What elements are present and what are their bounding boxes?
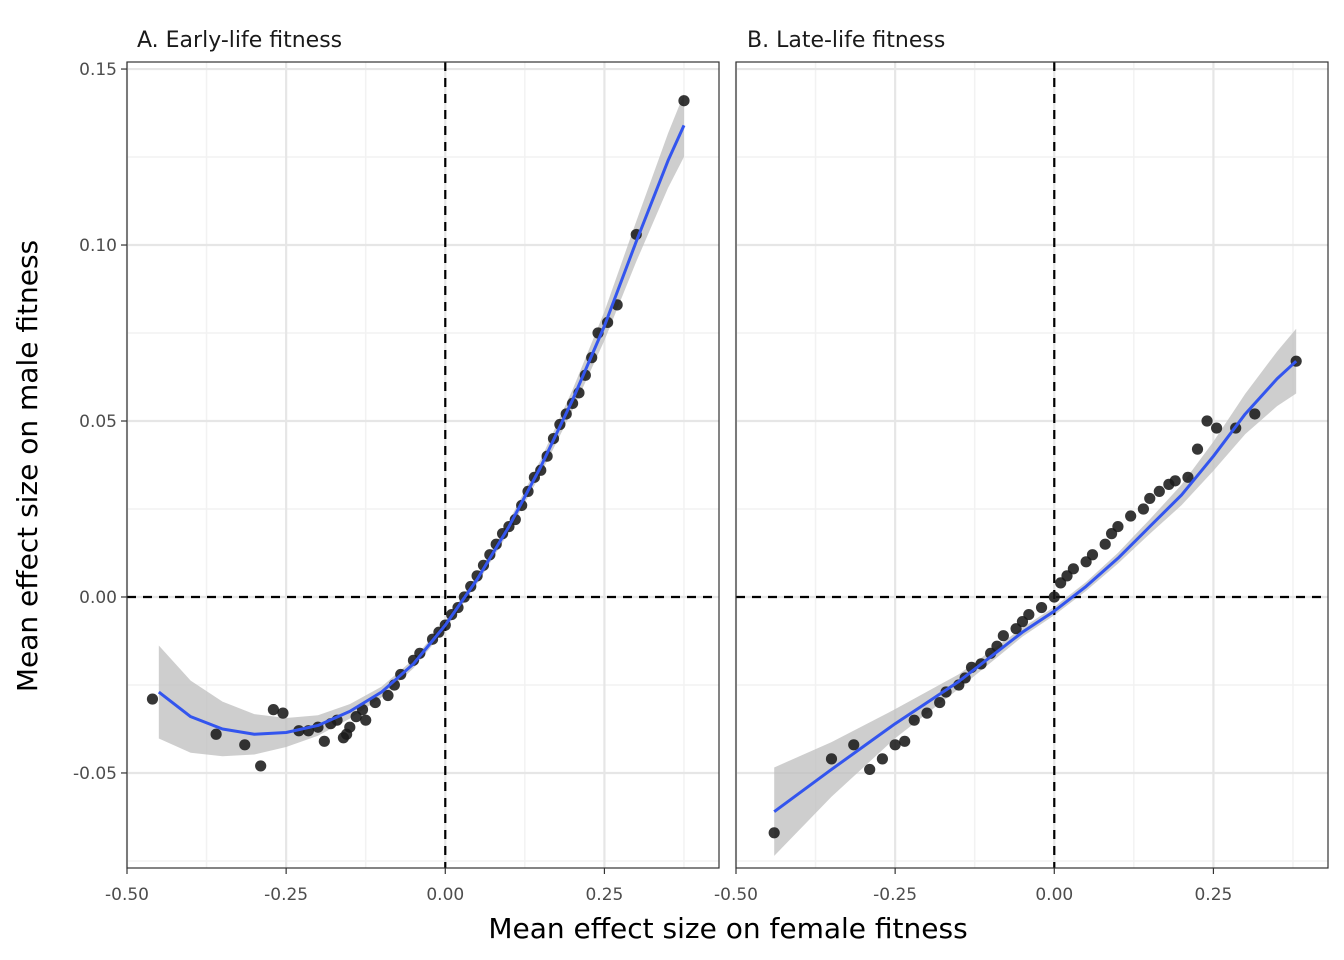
x-tick-label: 0.25 — [1194, 885, 1232, 905]
ribbon-late-life — [774, 328, 1297, 856]
data-point — [277, 707, 289, 719]
data-point — [239, 739, 251, 751]
data-point — [1182, 471, 1194, 483]
y-tick-label: 0.15 — [79, 60, 117, 80]
fit-line — [157, 124, 686, 736]
panel-title-early-life: A. Early-life fitness — [137, 28, 342, 53]
x-ticks-late-life: -0.50 -0.25 0.00 0.25 — [714, 868, 1232, 905]
data-point — [899, 735, 911, 747]
y-ticks-early-life: 0.15 0.10 0.05 0.00 -0.05 — [73, 60, 127, 784]
confidence-ribbon — [774, 328, 1297, 856]
data-point — [1035, 601, 1048, 614]
y-tick-label: 0.05 — [79, 412, 117, 432]
data-point — [1169, 475, 1181, 487]
x-ticks-early-life: -0.50 -0.25 0.00 0.25 — [105, 868, 623, 905]
data-point — [382, 689, 394, 702]
data-point — [1023, 608, 1035, 621]
data-point — [848, 739, 860, 751]
data-point — [768, 827, 780, 839]
data-point — [997, 630, 1009, 642]
data-point — [1048, 591, 1060, 603]
x-tick-label: -0.50 — [714, 885, 758, 905]
x-tick-label: -0.50 — [105, 885, 149, 905]
data-point — [876, 753, 889, 765]
x-tick-label: 0.00 — [1035, 885, 1073, 905]
data-point — [1137, 503, 1149, 515]
data-point — [344, 721, 356, 733]
y-tick-label: 0.10 — [79, 236, 117, 256]
grid-late-life — [734, 62, 1328, 868]
data-point — [1144, 492, 1156, 505]
data-point — [889, 739, 901, 751]
panel-border-early-life — [126, 61, 720, 869]
data-point — [146, 693, 159, 705]
x-tick-label: 0.25 — [585, 885, 623, 905]
data-point — [1125, 510, 1137, 522]
panel-late-life: B. Late-life fitness -0.50 -0.25 0.00 0.25 — [714, 28, 1329, 905]
data-point — [1086, 549, 1099, 561]
data-point — [1153, 485, 1165, 497]
x-axis-title: Mean effect size on female fitness — [488, 912, 967, 945]
x-tick-label: -0.25 — [264, 885, 308, 905]
x-tick-label: 0.00 — [426, 885, 464, 905]
data-point — [934, 696, 946, 709]
reference-lines-late-life — [736, 62, 1328, 868]
data-point — [864, 763, 876, 776]
data-point — [921, 707, 933, 719]
data-point — [1191, 443, 1204, 455]
fit-early-life — [157, 124, 686, 736]
fit-line — [773, 360, 1298, 813]
data-point — [825, 753, 838, 765]
data-point — [210, 728, 222, 740]
reference-lines-early-life — [127, 62, 719, 868]
data-point — [369, 696, 381, 709]
data-point — [1099, 538, 1111, 550]
panel-title-late-life: B. Late-life fitness — [747, 28, 945, 53]
data-point — [1201, 415, 1213, 427]
y-axis-title: Mean effect size on male fitness — [11, 240, 44, 692]
data-point — [908, 714, 920, 726]
data-point — [678, 95, 690, 107]
points-late-life — [768, 355, 1302, 839]
data-point — [318, 735, 330, 747]
x-tick-label: -0.25 — [873, 885, 917, 905]
data-point — [1249, 408, 1261, 420]
panel-border-late-life — [735, 61, 1329, 869]
y-tick-label: -0.05 — [73, 764, 117, 784]
data-point — [1067, 563, 1079, 575]
data-point — [360, 714, 372, 726]
fit-late-life — [773, 360, 1298, 813]
data-point — [1112, 520, 1124, 533]
y-tick-label: 0.00 — [79, 588, 117, 608]
panel-early-life: A. Early-life fitness -0.50 -0.25 0.00 0.25… — [73, 28, 720, 905]
data-point — [267, 704, 280, 716]
data-point — [255, 760, 267, 772]
data-point — [1211, 422, 1223, 434]
